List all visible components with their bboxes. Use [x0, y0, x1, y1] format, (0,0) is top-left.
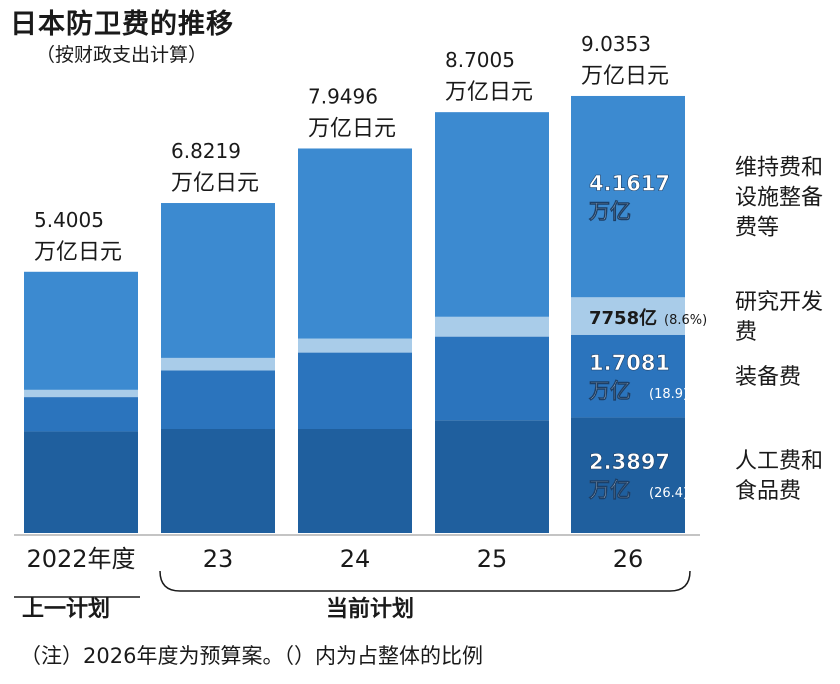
total-unit-label: 万亿日元	[581, 64, 669, 89]
series-label: 设施整备	[735, 186, 823, 211]
plan-label: 上一计划	[22, 597, 110, 622]
series-label: 费等	[735, 216, 779, 241]
bar-segment	[571, 334, 685, 418]
series-label: 维持费和	[735, 156, 823, 181]
bar-segment	[24, 397, 138, 432]
category-tick-label: 2022年度	[26, 545, 135, 573]
total-value-label: 8.7005	[445, 48, 515, 72]
stacked-bar-chart: 5.4005 万亿日元 2022年度 6.8219 万亿日元 23 7.9496 万亿日元 24…	[14, 32, 823, 622]
bar-segment	[161, 429, 275, 533]
chart-subtitle: （按财政支出计算）	[36, 44, 208, 66]
total-unit-label: 万亿日元	[308, 116, 396, 141]
data-label: 7758亿	[589, 307, 657, 329]
total-unit-label: 万亿日元	[445, 80, 533, 105]
category-tick-label: 26	[613, 545, 644, 573]
bar-segment	[435, 112, 549, 317]
total-unit-label: 万亿日元	[34, 240, 122, 265]
bar-segment	[161, 357, 275, 371]
share-label: (8.6%)	[664, 313, 707, 328]
plan-label: 当前计划	[326, 596, 414, 622]
bar-segment	[298, 338, 412, 353]
bar-segment	[435, 316, 549, 337]
bar-segment	[571, 297, 685, 335]
share-label: (18.9)	[649, 387, 688, 402]
share-label: (26.4)	[649, 486, 688, 501]
data-label: 万亿	[588, 478, 631, 502]
plan-bracket	[159, 570, 691, 592]
bar-segment	[571, 417, 685, 533]
bar-segment	[571, 95, 685, 298]
bar-segment	[435, 336, 549, 421]
data-label: 4.1617	[589, 172, 670, 196]
data-label: 万亿	[588, 379, 631, 403]
category-tick-label: 23	[203, 545, 234, 573]
total-unit-label: 万亿日元	[171, 171, 259, 196]
data-label: 1.7081	[589, 351, 670, 375]
bar-segment	[298, 148, 412, 339]
bar-segment	[435, 420, 549, 533]
category-tick-label: 25	[477, 545, 508, 573]
chart-title: 日本防卫费的推移	[10, 9, 234, 40]
bar-segment	[24, 271, 138, 390]
total-value-label: 5.4005	[34, 208, 104, 232]
bar-segment	[24, 431, 138, 533]
bar-segment	[24, 389, 138, 398]
bar-segment	[298, 429, 412, 533]
series-label: 人工费和	[735, 449, 823, 474]
series-label: 研究开发	[735, 290, 823, 315]
data-label: 万亿	[588, 200, 631, 224]
total-value-label: 9.0353	[581, 32, 651, 56]
data-label: 2.3897	[589, 450, 670, 474]
series-label: 装备费	[735, 365, 801, 390]
bar-segment	[298, 352, 412, 430]
total-value-label: 7.9496	[308, 84, 378, 108]
bar-segment	[161, 203, 275, 358]
category-tick-label: 24	[340, 545, 371, 573]
footnote: （注）2026年度为预算案。（）内为占整体的比例	[20, 644, 483, 668]
total-value-label: 6.8219	[171, 139, 241, 163]
bar-segment	[161, 370, 275, 430]
series-label: 费	[735, 320, 757, 345]
series-label: 食品费	[735, 479, 801, 504]
